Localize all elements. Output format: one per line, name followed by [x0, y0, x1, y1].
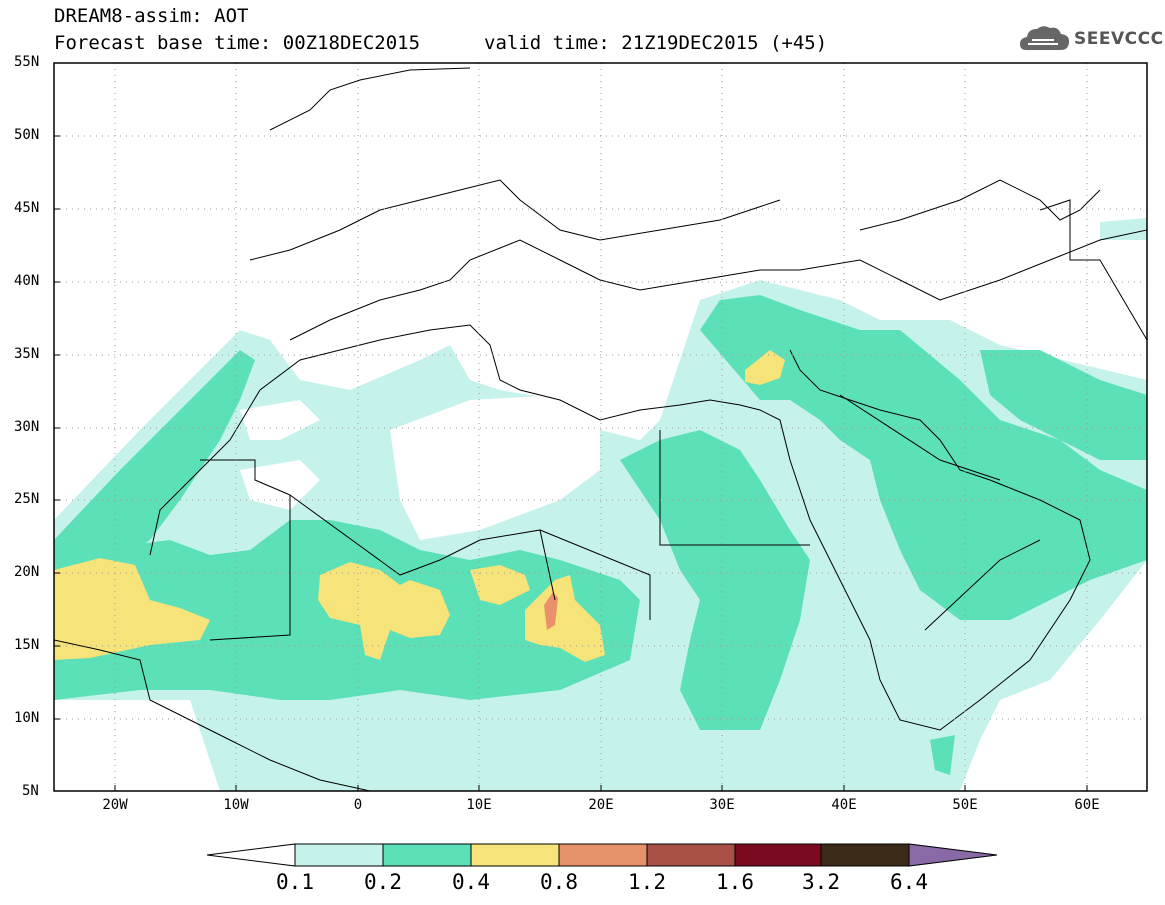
colorbar-swatch: [382, 843, 472, 867]
lat-label: 30N: [14, 419, 40, 435]
lon-label: 50E: [952, 797, 978, 813]
colorbar-label: 0.1: [276, 870, 314, 894]
aot-band-0.4: [54, 350, 785, 662]
lon-label: 60E: [1074, 797, 1100, 813]
lon-label: 40E: [831, 797, 857, 813]
aot-gaps: [54, 395, 600, 791]
colorbar-swatch: [470, 843, 560, 867]
lat-label: 50N: [14, 127, 40, 143]
lat-label: 15N: [14, 637, 40, 653]
colorbar-label: 3.2: [802, 870, 840, 894]
base-time-label: Forecast base time: 00Z18DEC2015: [54, 32, 421, 54]
axis-ticks: [54, 135, 1088, 791]
colorbar-label: 1.2: [628, 870, 666, 894]
cloud-logo-icon: [1020, 26, 1070, 50]
lat-label: 25N: [14, 491, 40, 507]
logo-text: SEEVCCC: [1074, 29, 1164, 49]
lon-label: 30E: [709, 797, 735, 813]
lat-label: 5N: [22, 783, 39, 799]
lon-label: 0: [353, 797, 363, 813]
colorbar-label: 0.8: [540, 870, 578, 894]
aot-band-0.8: [544, 592, 558, 630]
colorbar-low-arrow: [206, 843, 296, 867]
colorbar-label: 6.4: [890, 870, 928, 894]
aot-band-0.2: [54, 295, 1147, 775]
lon-label: 20E: [588, 797, 614, 813]
lat-label: 10N: [14, 710, 40, 726]
colorbar-high-arrow: [908, 843, 998, 867]
lon-label: 10E: [466, 797, 492, 813]
colorbar-swatch: [558, 843, 648, 867]
colorbar-label: 1.6: [716, 870, 754, 894]
colorbar: [206, 843, 998, 867]
map-title: DREAM8-assim: AOT: [54, 5, 249, 27]
graticule: [54, 63, 1147, 791]
lat-label: 45N: [14, 200, 40, 216]
colorbar-swatch: [734, 843, 822, 867]
aot-field: [54, 63, 1147, 791]
colorbar-label: 0.4: [452, 870, 490, 894]
colorbar-swatch: [820, 843, 910, 867]
lon-label: 10W: [223, 797, 249, 813]
colorbar-swatch: [294, 843, 384, 867]
colorbar-label: 0.2: [364, 870, 402, 894]
lat-label: 55N: [14, 54, 40, 70]
lat-label: 20N: [14, 564, 40, 580]
valid-time-label: valid time: 21Z19DEC2015 (+45): [484, 32, 828, 54]
lat-label: 35N: [14, 346, 40, 362]
lat-label: 40N: [14, 273, 40, 289]
seevccc-logo: SEEVCCC: [1018, 22, 1163, 56]
colorbar-swatch: [646, 843, 736, 867]
lon-label: 20W: [102, 797, 128, 813]
